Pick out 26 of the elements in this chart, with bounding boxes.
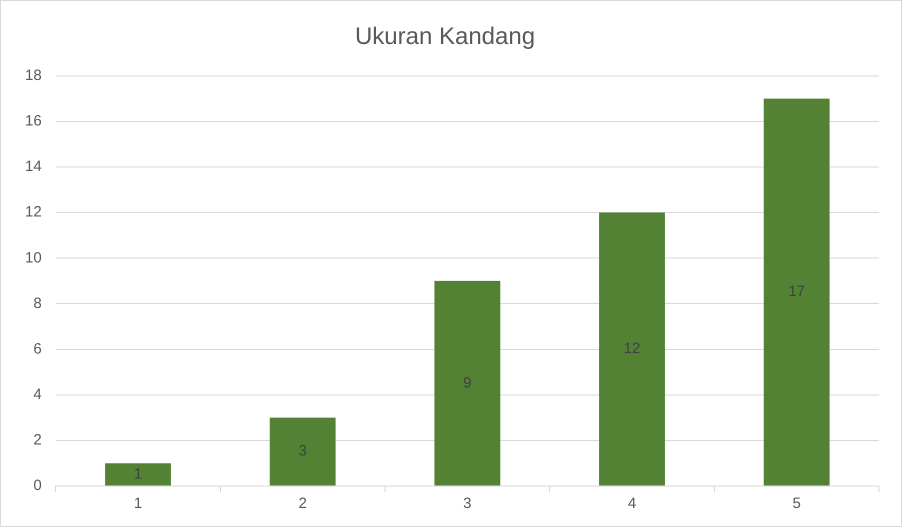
bar <box>599 212 665 486</box>
chart-title: Ukuran Kandang <box>354 23 536 50</box>
y-tick-label: 10 <box>24 249 42 266</box>
bar <box>764 98 830 486</box>
y-tick-label: 4 <box>33 386 42 403</box>
bar <box>434 280 500 486</box>
x-tick-label: 4 <box>628 495 636 512</box>
bar <box>105 463 171 486</box>
data-label: 1 <box>134 465 142 482</box>
x-tick-label: 3 <box>463 495 472 512</box>
x-tick-label: 5 <box>792 495 801 512</box>
y-tick-label: 0 <box>33 477 42 494</box>
data-label: 3 <box>298 442 307 460</box>
x-tick-label: 1 <box>134 495 142 512</box>
y-tick-label: 12 <box>24 204 42 221</box>
x-tick-label: 2 <box>298 495 307 512</box>
y-tick-label: 2 <box>33 432 42 449</box>
bar <box>270 418 336 486</box>
y-tick-label: 18 <box>24 66 42 84</box>
y-tick-label: 8 <box>33 294 42 312</box>
data-label: 12 <box>624 340 640 358</box>
data-label: 17 <box>788 283 806 300</box>
data-label: 9 <box>463 374 472 392</box>
y-tick-label: 16 <box>24 112 42 130</box>
y-tick-label: 14 <box>24 158 42 176</box>
y-tick-label: 6 <box>33 340 42 358</box>
